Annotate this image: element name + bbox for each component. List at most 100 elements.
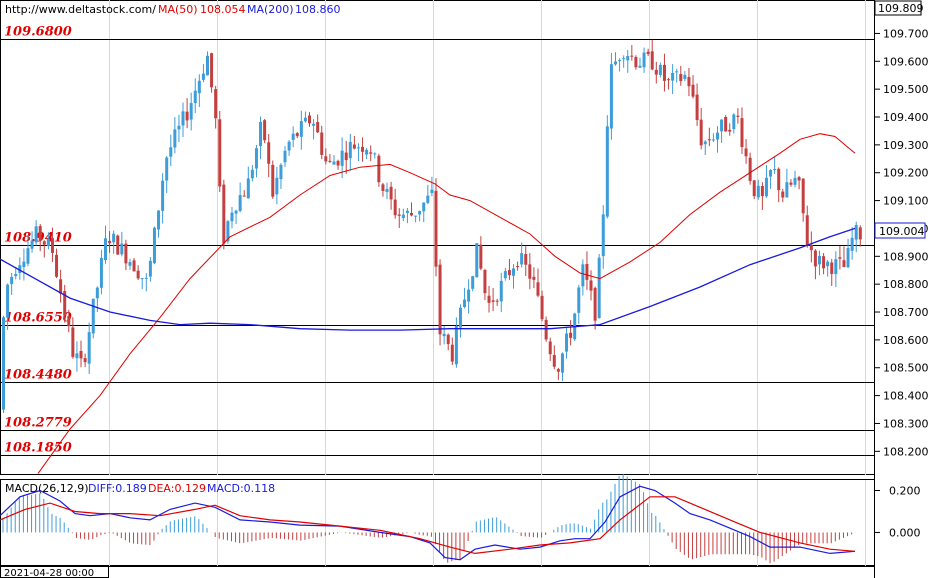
candle-body: [846, 248, 850, 268]
level-label: 108.1850: [4, 441, 72, 456]
candle-body: [373, 153, 377, 155]
candle-body: [234, 210, 238, 214]
price-tick-label: 109.100: [883, 195, 929, 208]
candle-body: [605, 126, 609, 217]
candle-body: [393, 199, 397, 216]
candle-body: [638, 65, 642, 68]
current-price-box: [874, 222, 926, 239]
candle-body: [185, 111, 189, 121]
price-tick-label: 108.300: [883, 417, 929, 430]
candle-body: [405, 210, 409, 214]
candle-body: [442, 333, 446, 337]
candle-body: [254, 148, 258, 169]
ma200-legend-label: MA(200): [247, 3, 294, 16]
candle-body: [565, 333, 569, 352]
price-tick-label: 109.300: [883, 139, 929, 152]
candle-body: [764, 177, 768, 197]
level-label: 108.6550: [4, 311, 72, 326]
candle-body: [26, 248, 30, 264]
ma200-legend-value: 108.860: [295, 3, 341, 16]
level-label: 108.2779: [4, 416, 72, 431]
candle-body: [397, 214, 401, 216]
top-price-box: [874, 0, 922, 16]
candle-body: [687, 76, 691, 87]
candle-body: [813, 250, 817, 267]
candle-body: [75, 353, 79, 359]
candle-body: [552, 355, 556, 367]
candle-body: [210, 53, 214, 88]
macd-axis-ticks: 0.200 0.000: [875, 484, 921, 539]
price-tick-label: 108.500: [883, 362, 929, 375]
candle-body: [524, 254, 528, 265]
candle-body: [22, 261, 26, 268]
candle-body: [14, 274, 18, 277]
candle-body: [38, 226, 42, 241]
candle-body: [108, 240, 112, 244]
candle-body: [446, 334, 450, 345]
candle-body: [193, 90, 197, 104]
candle-body: [50, 238, 54, 253]
candle-body: [601, 214, 605, 257]
candle-body: [271, 164, 275, 197]
candle-body: [299, 121, 303, 137]
candle-body: [46, 238, 50, 247]
candle-body: [177, 125, 181, 130]
candle-body: [830, 262, 834, 274]
price-tick-label: 108.600: [883, 334, 929, 347]
candle-body: [675, 71, 679, 73]
candle-body: [773, 168, 777, 170]
candle-body: [487, 295, 491, 303]
candle-body: [332, 161, 336, 165]
candle-body: [287, 141, 291, 151]
candle-body: [634, 56, 638, 68]
candle-body: [67, 316, 71, 327]
candle-body: [340, 150, 344, 166]
price-tick-label: 108.200: [883, 445, 929, 458]
candle-body: [577, 287, 581, 313]
candle-body: [654, 69, 658, 75]
candle-body: [161, 180, 165, 211]
source-url: http://www.deltastock.com/: [5, 3, 156, 16]
candle-body: [71, 327, 75, 357]
candle-body: [422, 202, 426, 212]
candle-body: [732, 114, 736, 130]
candle-body: [418, 210, 422, 215]
candle-body: [356, 147, 360, 149]
candle-body: [414, 215, 418, 217]
candle-body: [479, 244, 483, 269]
support-resistance-levels: 109.6800 108.9410 108.6550 108.4480 108.2779…: [0, 25, 874, 456]
candle-body: [312, 123, 316, 126]
candle-body: [30, 240, 34, 249]
candle-body: [157, 210, 161, 230]
candle-body: [365, 149, 369, 155]
macd-value-label: MACD:0.118: [207, 482, 275, 495]
candle-body: [242, 195, 246, 197]
candle-body: [520, 253, 524, 265]
candle-body: [308, 115, 311, 124]
candle-body: [691, 84, 695, 97]
candle-body: [716, 132, 719, 140]
price-tick-label: 109.600: [883, 55, 929, 68]
candle-body: [818, 255, 821, 265]
candle-body: [165, 157, 169, 181]
candle-body: [63, 291, 67, 316]
candle-body: [736, 115, 740, 117]
candle-body: [10, 276, 14, 285]
price-tick-label: 108.700: [883, 306, 929, 319]
candle-body: [426, 195, 430, 203]
candle-body: [189, 103, 193, 120]
ma50-legend-label: MA(50): [158, 3, 198, 16]
candle-body: [683, 74, 687, 80]
candle-body: [556, 369, 560, 372]
candle-body: [495, 300, 499, 302]
candle-body: [263, 120, 267, 141]
candle-body: [797, 177, 801, 181]
candle-body: [267, 142, 271, 164]
candle-body: [344, 152, 348, 161]
vertical-gridlines: [109, 0, 866, 566]
price-tick-label: 108.400: [883, 390, 929, 403]
candle-body: [667, 79, 671, 81]
candle-body: [695, 94, 699, 121]
candle-body: [724, 116, 728, 132]
candle-body: [128, 261, 132, 266]
